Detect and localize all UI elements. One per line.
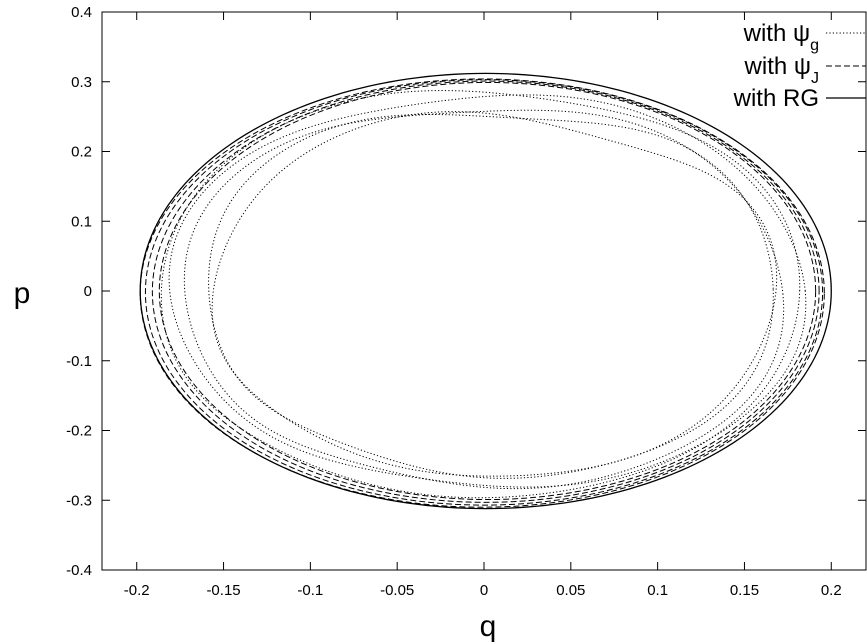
x-tick-label: 0 xyxy=(480,582,488,599)
x-tick-label: 0.15 xyxy=(730,582,759,599)
y-tick-label: 0 xyxy=(84,283,92,300)
y-tick-label: 0.2 xyxy=(71,144,92,161)
x-tick-label: -0.2 xyxy=(124,582,150,599)
legend-label: with ψg xyxy=(743,20,819,54)
x-tick-label: 0.1 xyxy=(647,582,668,599)
x-tick-label: -0.15 xyxy=(206,582,240,599)
orbit-path xyxy=(151,80,820,503)
orbit-path xyxy=(144,79,824,506)
orbit-path xyxy=(208,113,774,479)
legend-label: with RG xyxy=(733,85,819,112)
orbit-path xyxy=(211,111,778,477)
y-tick-label: 0.3 xyxy=(71,74,92,91)
tick-marks xyxy=(102,11,866,571)
legend-label: with ψJ xyxy=(744,53,819,87)
x-tick-label: -0.05 xyxy=(380,582,414,599)
y-axis-title: p xyxy=(14,277,31,310)
x-tick-label: 0.05 xyxy=(556,582,585,599)
y-tick-label: 0.1 xyxy=(71,213,92,230)
series-dashed xyxy=(139,78,825,508)
orbit-path xyxy=(139,72,832,510)
x-tick-label: -0.1 xyxy=(297,582,323,599)
orbit-curves xyxy=(139,72,832,510)
legend-entry: with ψJ xyxy=(744,53,866,87)
orbit-path xyxy=(160,90,801,499)
orbit-path xyxy=(158,81,817,501)
legend-entry: with RG xyxy=(733,85,866,112)
y-tick-label: -0.2 xyxy=(66,423,92,440)
x-tick-label: 0.2 xyxy=(821,582,842,599)
y-tick-label: -0.3 xyxy=(66,492,92,509)
y-tick-label: -0.4 xyxy=(66,562,92,579)
y-tick-label: 0.4 xyxy=(71,4,92,21)
legend-entry: with ψg xyxy=(743,20,866,54)
x-axis-title: q xyxy=(480,610,497,643)
orbit-path xyxy=(168,94,807,488)
series-dotted xyxy=(160,90,807,499)
tick-labels: -0.2 -0.15 -0.1 -0.05 0 0.05 0.1 0.15 0.2 0.4 0.3 0… xyxy=(66,4,842,599)
y-tick-label: -0.1 xyxy=(66,353,92,370)
series-solid xyxy=(139,72,832,510)
orbit-path xyxy=(183,109,785,490)
